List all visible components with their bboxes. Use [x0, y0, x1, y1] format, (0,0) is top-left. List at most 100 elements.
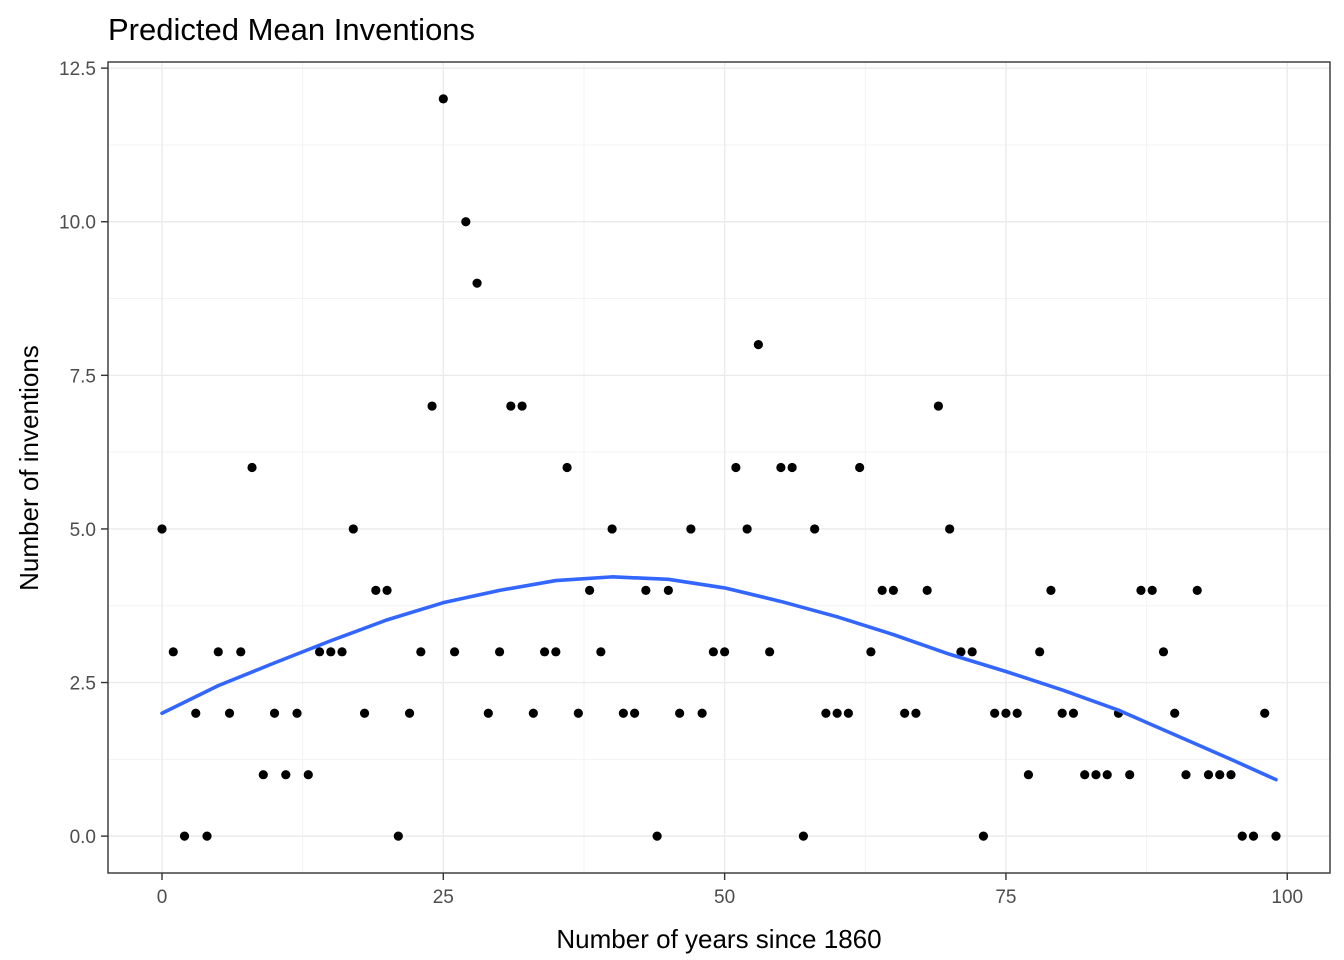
data-point: [584, 585, 595, 595]
data-point: [427, 401, 437, 411]
data-point: [765, 647, 775, 657]
data-point: [224, 708, 235, 718]
data-point: [1181, 770, 1191, 780]
data-point: [1158, 647, 1169, 657]
data-point: [483, 708, 493, 718]
y-tick-label: 5.0: [70, 520, 96, 541]
data-point: [1068, 708, 1079, 718]
data-point: [539, 647, 550, 657]
data-point: [843, 708, 854, 718]
data-point: [348, 524, 358, 534]
data-point: [157, 524, 167, 534]
data-point: [877, 585, 887, 595]
data-point: [1147, 585, 1157, 595]
data-point: [855, 462, 865, 473]
data-point: [506, 401, 516, 411]
data-point: [1136, 585, 1146, 595]
data-point: [990, 708, 1000, 718]
data-point: [416, 647, 426, 657]
data-point: [337, 647, 347, 657]
data-point: [1023, 770, 1034, 780]
data-point: [596, 647, 606, 657]
data-point: [1260, 708, 1270, 718]
data-point: [449, 647, 460, 657]
data-point: [247, 462, 257, 473]
data-point: [1170, 708, 1180, 718]
data-point: [1271, 831, 1281, 841]
data-point: [731, 462, 741, 473]
data-point: [956, 647, 966, 657]
data-point: [1057, 708, 1067, 718]
data-point: [922, 585, 932, 595]
x-tick-label: 25: [433, 887, 454, 908]
panel-border: [107, 61, 1331, 874]
data-point: [742, 524, 752, 534]
data-point: [269, 708, 280, 718]
data-point: [652, 831, 662, 841]
data-point: [494, 647, 505, 657]
data-point: [978, 831, 989, 841]
y-tick-label: 10.0: [59, 213, 96, 234]
data-point: [911, 708, 921, 718]
data-point: [641, 585, 651, 595]
data-point: [191, 708, 201, 718]
data-point: [900, 708, 910, 718]
data-point: [776, 462, 786, 473]
data-point: [1102, 770, 1112, 780]
data-point: [382, 585, 392, 595]
data-point: [607, 524, 617, 534]
y-axis-title: Number of inventions: [14, 345, 44, 591]
data-point: [1091, 770, 1101, 780]
data-point: [832, 708, 842, 718]
x-tick-label: 75: [995, 887, 1016, 908]
data-point: [798, 831, 808, 841]
data-point: [438, 94, 448, 104]
x-tick-label: 100: [1271, 887, 1303, 908]
data-point: [562, 462, 572, 473]
data-point: [618, 708, 628, 718]
x-tick-label: 0: [157, 887, 168, 908]
data-point: [393, 831, 403, 841]
data-point: [213, 647, 223, 657]
data-point: [821, 708, 831, 718]
axes: 0 25 50 75 100 0.0 2.5 5.0 7.5 10.0 12.5: [59, 59, 1303, 908]
data-point: [573, 708, 583, 718]
data-point: [314, 647, 325, 657]
data-point: [1035, 647, 1045, 657]
data-point: [630, 708, 640, 718]
data-point: [461, 217, 471, 227]
data-point: [1080, 770, 1090, 780]
data-point: [551, 647, 561, 657]
data-point: [945, 524, 955, 534]
data-point: [472, 278, 482, 288]
data-point: [810, 524, 820, 534]
data-point: [1125, 770, 1135, 780]
y-tick-label: 7.5: [70, 366, 96, 387]
x-tick-label: 50: [714, 887, 735, 908]
grid: [108, 62, 1330, 873]
y-tick-label: 12.5: [59, 59, 96, 80]
y-tick-label: 2.5: [70, 674, 96, 695]
data-point: [686, 524, 696, 534]
data-point: [888, 585, 899, 595]
data-point: [1226, 770, 1236, 780]
data-point: [1237, 831, 1247, 841]
y-tick-label: 0.0: [70, 827, 96, 848]
data-point: [720, 647, 730, 657]
data-point: [675, 708, 685, 718]
data-point: [753, 340, 763, 350]
chart-title: Predicted Mean Inventions: [108, 12, 475, 47]
data-point: [202, 831, 212, 841]
trend-line: [160, 575, 1278, 782]
data-point: [292, 708, 302, 718]
data-point: [1046, 585, 1056, 595]
data-point: [258, 770, 268, 780]
data-point: [1248, 831, 1259, 841]
data-point: [708, 647, 718, 657]
data-point: [1001, 708, 1011, 718]
data-point: [359, 708, 370, 718]
data-point: [866, 647, 876, 657]
data-point: [168, 647, 178, 657]
x-axis-title: Number of years since 1860: [556, 924, 881, 954]
